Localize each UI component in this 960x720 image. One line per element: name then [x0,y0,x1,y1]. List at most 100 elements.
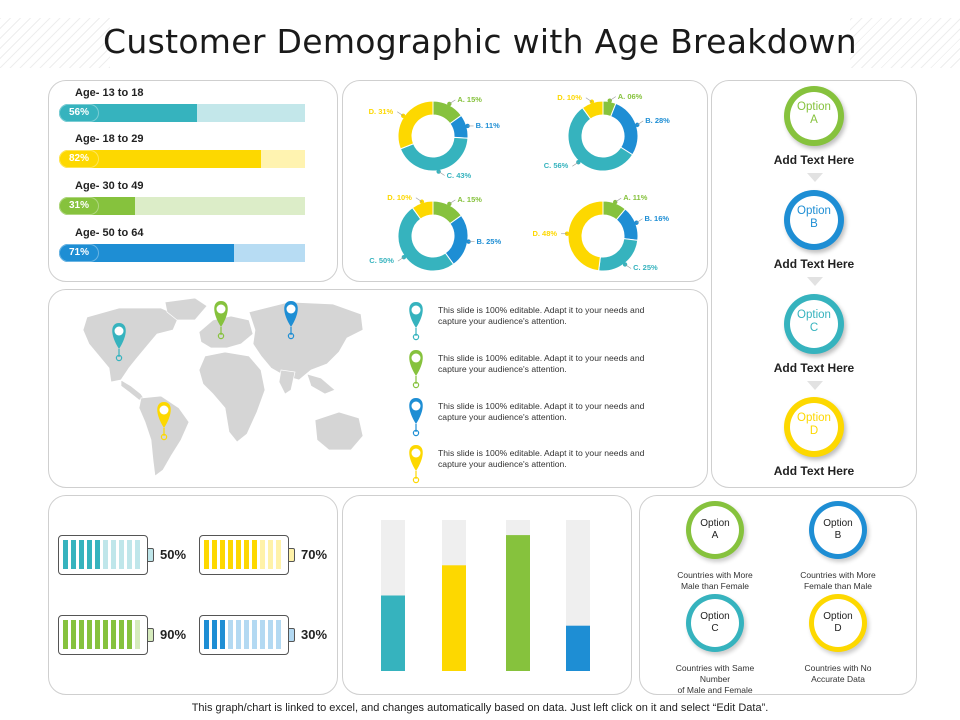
pin-hole [411,353,421,363]
donut-leader-line [636,218,643,223]
world-map [82,297,364,477]
pin-base [287,332,295,340]
flow-option-circle: Option C [784,294,844,354]
battery-cell [127,540,132,569]
title-background [110,18,850,68]
battery-cell [212,620,217,649]
donut-leader-line [449,99,456,105]
donut-leader-dot [589,99,595,104]
donut-leader-line [615,197,622,203]
flow-arrow-icon [807,173,823,182]
country-option-circle: Option A [686,501,744,559]
pin-hole [216,304,226,314]
donut-slice [598,238,639,272]
flow-arrow-icon [807,277,823,286]
country-option-label: Option D [814,599,862,647]
battery-cell [87,540,92,569]
pin-hole [411,401,421,411]
age-bar-percent: 71% [59,244,99,262]
option-desc-line: Countries with More [800,570,876,580]
donut-slice [581,100,604,120]
battery-cell [79,540,84,569]
map-pin-icon [112,323,126,362]
column-value-bar [506,535,530,671]
pin-base [412,476,420,484]
pin-hole [114,326,124,336]
battery-cell [268,540,273,569]
donut-slice-label: A. 15% [457,94,482,104]
battery-cell [95,620,100,649]
donut-slice-label: B. 16% [644,213,670,223]
battery-cell [71,620,76,649]
battery-cell [244,540,249,569]
battery-cell [228,620,233,649]
age-bar-track: 71% [59,244,305,262]
flow-option-letter: C [809,322,819,334]
map-pin-icon [214,301,228,340]
battery-indicator [199,615,289,655]
option-letter: A [711,530,719,541]
battery-cell [212,540,217,569]
option-word: Option [823,611,853,622]
donut-slice-label: C. 43% [446,170,472,180]
donut-slice-label: A. 11% [623,193,648,203]
flow-step-text: Add Text Here [773,153,855,167]
battery-cell [135,540,140,569]
battery-indicator [58,615,148,655]
battery-cell [260,540,265,569]
column-value-bar [381,595,405,671]
battery-cell [95,540,100,569]
country-option-circle: Option C [686,594,744,652]
donut-leader-dot [466,239,471,244]
donut-chart [397,99,474,176]
battery-cell [63,620,68,649]
battery-cell [228,540,233,569]
pin-hole [286,304,296,314]
pin-hole [411,305,421,315]
flow-option-word: Option [797,101,831,113]
battery-cell [220,540,225,569]
donut-leader-line [624,264,632,269]
column-value-bar [566,625,590,671]
flow-arrow-icon [807,381,823,390]
option-word: Option [700,518,730,529]
donut-leader-dot [612,199,618,205]
donut-slice [397,206,455,272]
age-bar-track: 56% [59,104,305,122]
donut-slice-label: C. 50% [369,256,394,266]
location-pin-icon [409,398,423,437]
option-desc-line: Countries with More [677,570,753,580]
age-bar-percent: 82% [59,150,99,168]
battery-indicator [58,535,148,575]
flow-option-letter: B [810,218,818,230]
option-word: Option [700,611,730,622]
age-bar-track: 82% [59,150,305,168]
location-pin-icon [409,302,423,341]
battery-cell [63,540,68,569]
pin-base [412,333,420,341]
map-panel [48,289,708,488]
africa-shape [198,351,266,443]
flow-option-label: Option A [790,92,838,140]
battery-cell [260,620,265,649]
age-bar-row: Age- 30 to 49 31% [59,180,305,224]
donut-slice [610,102,639,156]
flow-option-label: Option D [790,403,838,451]
country-option-label: Option A [691,506,739,554]
battery-percent: 90% [160,627,187,642]
flow-step-text: Add Text Here [773,464,855,478]
donut-slice [411,200,434,220]
donut-leader-line [415,197,423,203]
battery-cell [79,620,84,649]
location-pin-icon [409,350,423,389]
battery-cell [252,540,257,569]
battery-cell [119,540,124,569]
flow-option-label: Option C [790,300,838,348]
battery-cap [148,548,154,562]
battery-cap [289,548,295,562]
column-chart-panel [342,495,632,695]
greenland-shape [164,297,208,321]
map-pins [112,301,423,484]
column-bar [506,520,530,671]
battery-cell [236,620,241,649]
